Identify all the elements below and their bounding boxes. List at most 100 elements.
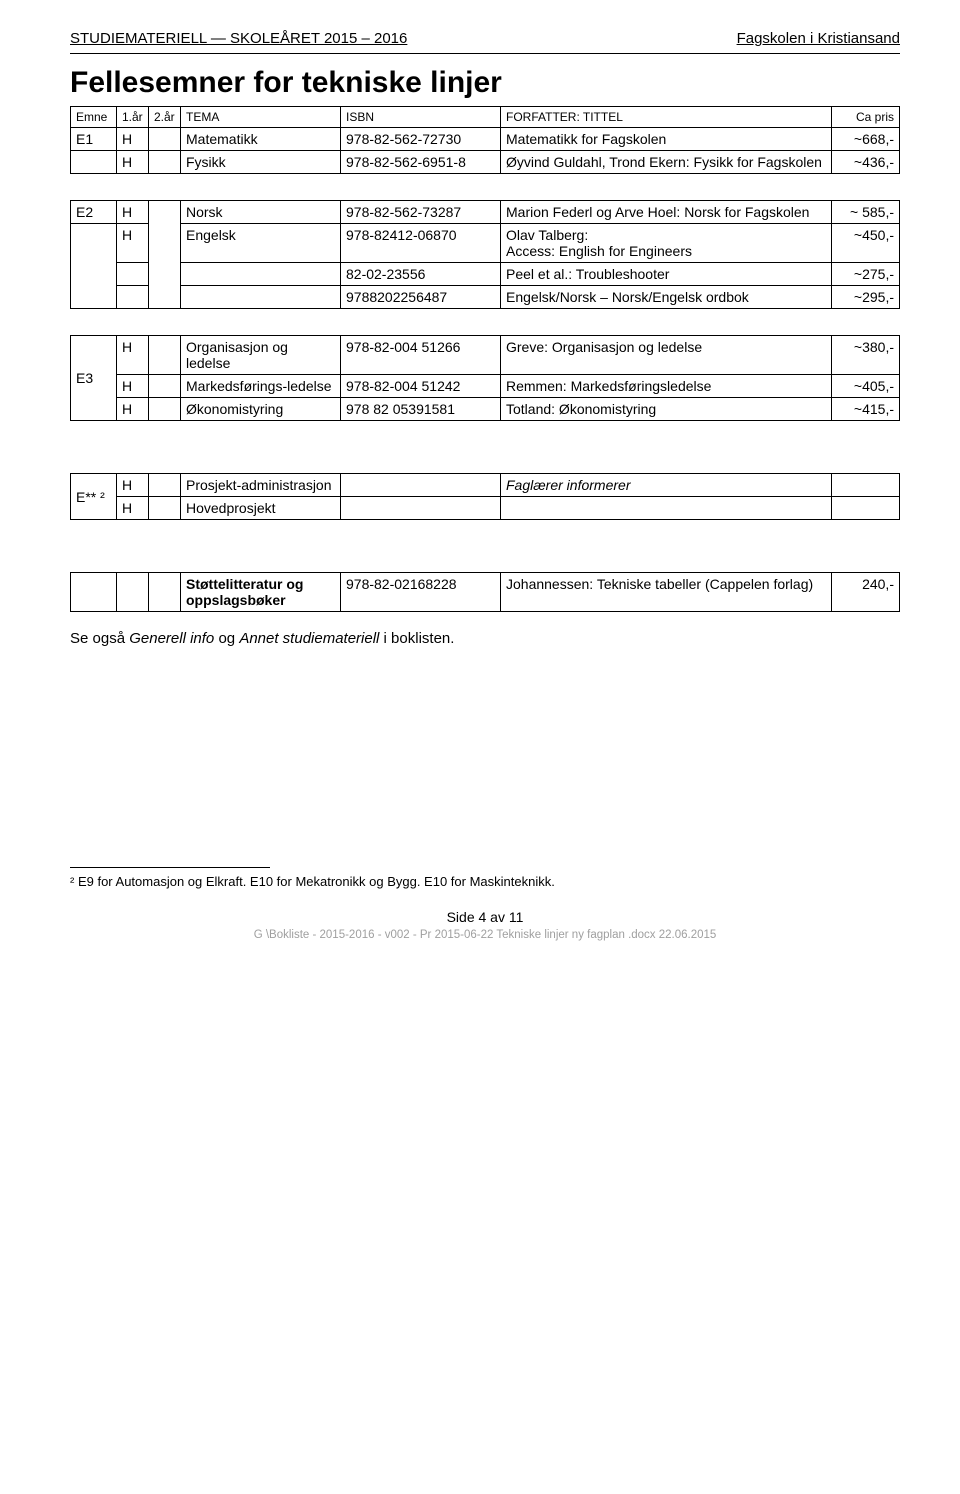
cell-y2 [149, 336, 181, 375]
table-row: 82-02-23556 Peel et al.: Troubleshooter … [71, 263, 900, 286]
cell-tema: Økonomistyring [181, 398, 341, 421]
col-author: FORFATTER: TITTEL [501, 107, 832, 128]
cell-isbn [341, 474, 501, 497]
cell-isbn: 978-82-562-6951-8 [341, 151, 501, 174]
cell-y1: H [117, 151, 149, 174]
cell-tema: Prosjekt-administrasjon [181, 474, 341, 497]
table-row: H Økonomistyring 978 82 05391581 Totland… [71, 398, 900, 421]
cell-y1: H [117, 224, 149, 263]
cell-y2 [149, 497, 181, 520]
table-block-3: E3 H Organisasjon og ledelse 978-82-004 … [70, 335, 900, 421]
cell-y2 [149, 151, 181, 174]
cell-y2 [149, 375, 181, 398]
cell-tema: Organisasjon og ledelse [181, 336, 341, 375]
cell-tema [181, 263, 341, 286]
cell-y2 [149, 474, 181, 497]
cell-emne: E1 [71, 128, 117, 151]
cell-price: ~380,- [832, 336, 900, 375]
page-title: Fellesemner for tekniske linjer [70, 66, 900, 100]
table-row: 9788202256487 Engelsk/Norsk – Norsk/Enge… [71, 286, 900, 309]
cell-y1 [117, 573, 149, 612]
cell-price: ~450,- [832, 224, 900, 263]
table-block-5: Støttelitteratur og oppslagsbøker 978-82… [70, 572, 900, 612]
cell-y2 [149, 573, 181, 612]
cell-emne: E** ² [71, 474, 117, 520]
table-row: Støttelitteratur og oppslagsbøker 978-82… [71, 573, 900, 612]
cell-y1: H [117, 497, 149, 520]
table-row: E3 H Organisasjon og ledelse 978-82-004 … [71, 336, 900, 375]
footnote-text: ² E9 for Automasjon og Elkraft. E10 for … [70, 874, 900, 889]
cell-y1 [117, 286, 149, 309]
cell-tema [181, 286, 341, 309]
cell-isbn: 978 82 05391581 [341, 398, 501, 421]
table-block-4: E** ² H Prosjekt-administrasjon Faglærer… [70, 473, 900, 520]
col-emne: Emne [71, 107, 117, 128]
cell-isbn: 978-82-004 51242 [341, 375, 501, 398]
cell-y1: H [117, 474, 149, 497]
cell-author: Engelsk/Norsk – Norsk/Engelsk ordbok [501, 286, 832, 309]
cell-y2 [149, 398, 181, 421]
page-header: STUDIEMATERIELL — SKOLEÅRET 2015 – 2016 … [70, 30, 900, 47]
cell-y1: H [117, 398, 149, 421]
cell-isbn: 9788202256487 [341, 286, 501, 309]
cell-y1: H [117, 375, 149, 398]
cell-emne [71, 573, 117, 612]
cell-y1 [117, 263, 149, 286]
cell-isbn: 978-82-02168228 [341, 573, 501, 612]
cell-isbn: 978-82-562-72730 [341, 128, 501, 151]
cell-emne: E3 [71, 336, 117, 421]
cell-tema: Norsk [181, 201, 341, 224]
table-row: E** ² H Prosjekt-administrasjon Faglærer… [71, 474, 900, 497]
col-isbn: ISBN [341, 107, 501, 128]
cell-y1: H [117, 201, 149, 224]
cell-tema: Støttelitteratur og oppslagsbøker [181, 573, 341, 612]
cell-author: Faglærer informerer [501, 474, 832, 497]
cell-tema: Engelsk [181, 224, 341, 263]
table-row: H Engelsk 978-82412-06870 Olav Talberg: … [71, 224, 900, 263]
table-block-1: Emne 1.år 2.år TEMA ISBN FORFATTER: TITT… [70, 106, 900, 174]
cell-price [832, 497, 900, 520]
cell-tema: Markedsførings-ledelse [181, 375, 341, 398]
cell-isbn: 82-02-23556 [341, 263, 501, 286]
cell-y2 [149, 201, 181, 309]
cell-price: ~ 585,- [832, 201, 900, 224]
cell-author: Øyvind Guldahl, Trond Ekern: Fysikk for … [501, 151, 832, 174]
note-text: Se også Generell info og Annet studiemat… [70, 630, 900, 647]
page-number: Side 4 av 11 [70, 909, 900, 925]
col-tema: TEMA [181, 107, 341, 128]
col-price: Ca pris [832, 107, 900, 128]
cell-tema: Matematikk [181, 128, 341, 151]
cell-isbn [341, 497, 501, 520]
cell-author: Remmen: Markedsføringsledelse [501, 375, 832, 398]
cell-emne [71, 151, 117, 174]
table-row: H Markedsførings-ledelse 978-82-004 5124… [71, 375, 900, 398]
cell-emne [71, 224, 117, 309]
table-block-2: E2 H Norsk 978-82-562-73287 Marion Feder… [70, 200, 900, 309]
cell-author: Matematikk for Fagskolen [501, 128, 832, 151]
col-y1: 1.år [117, 107, 149, 128]
cell-tema: Hovedprosjekt [181, 497, 341, 520]
cell-price: ~415,- [832, 398, 900, 421]
cell-price: ~405,- [832, 375, 900, 398]
cell-isbn: 978-82-004 51266 [341, 336, 501, 375]
footer-text: G \Bokliste - 2015-2016 - v002 - Pr 2015… [70, 929, 900, 941]
cell-price: ~295,- [832, 286, 900, 309]
table-header-row: Emne 1.år 2.år TEMA ISBN FORFATTER: TITT… [71, 107, 900, 128]
cell-author: Johannessen: Tekniske tabeller (Cappelen… [501, 573, 832, 612]
cell-isbn: 978-82412-06870 [341, 224, 501, 263]
cell-y2 [149, 128, 181, 151]
header-rule [70, 53, 900, 54]
cell-price: ~668,- [832, 128, 900, 151]
footnote-separator [70, 867, 270, 868]
table-row: E1 H Matematikk 978-82-562-72730 Matemat… [71, 128, 900, 151]
cell-author: Peel et al.: Troubleshooter [501, 263, 832, 286]
cell-y1: H [117, 336, 149, 375]
table-row: H Fysikk 978-82-562-6951-8 Øyvind Guldah… [71, 151, 900, 174]
cell-author [501, 497, 832, 520]
col-y2: 2.år [149, 107, 181, 128]
cell-tema: Fysikk [181, 151, 341, 174]
cell-price: ~436,- [832, 151, 900, 174]
cell-author: Olav Talberg: Access: English for Engine… [501, 224, 832, 263]
cell-price: ~275,- [832, 263, 900, 286]
cell-price: 240,- [832, 573, 900, 612]
